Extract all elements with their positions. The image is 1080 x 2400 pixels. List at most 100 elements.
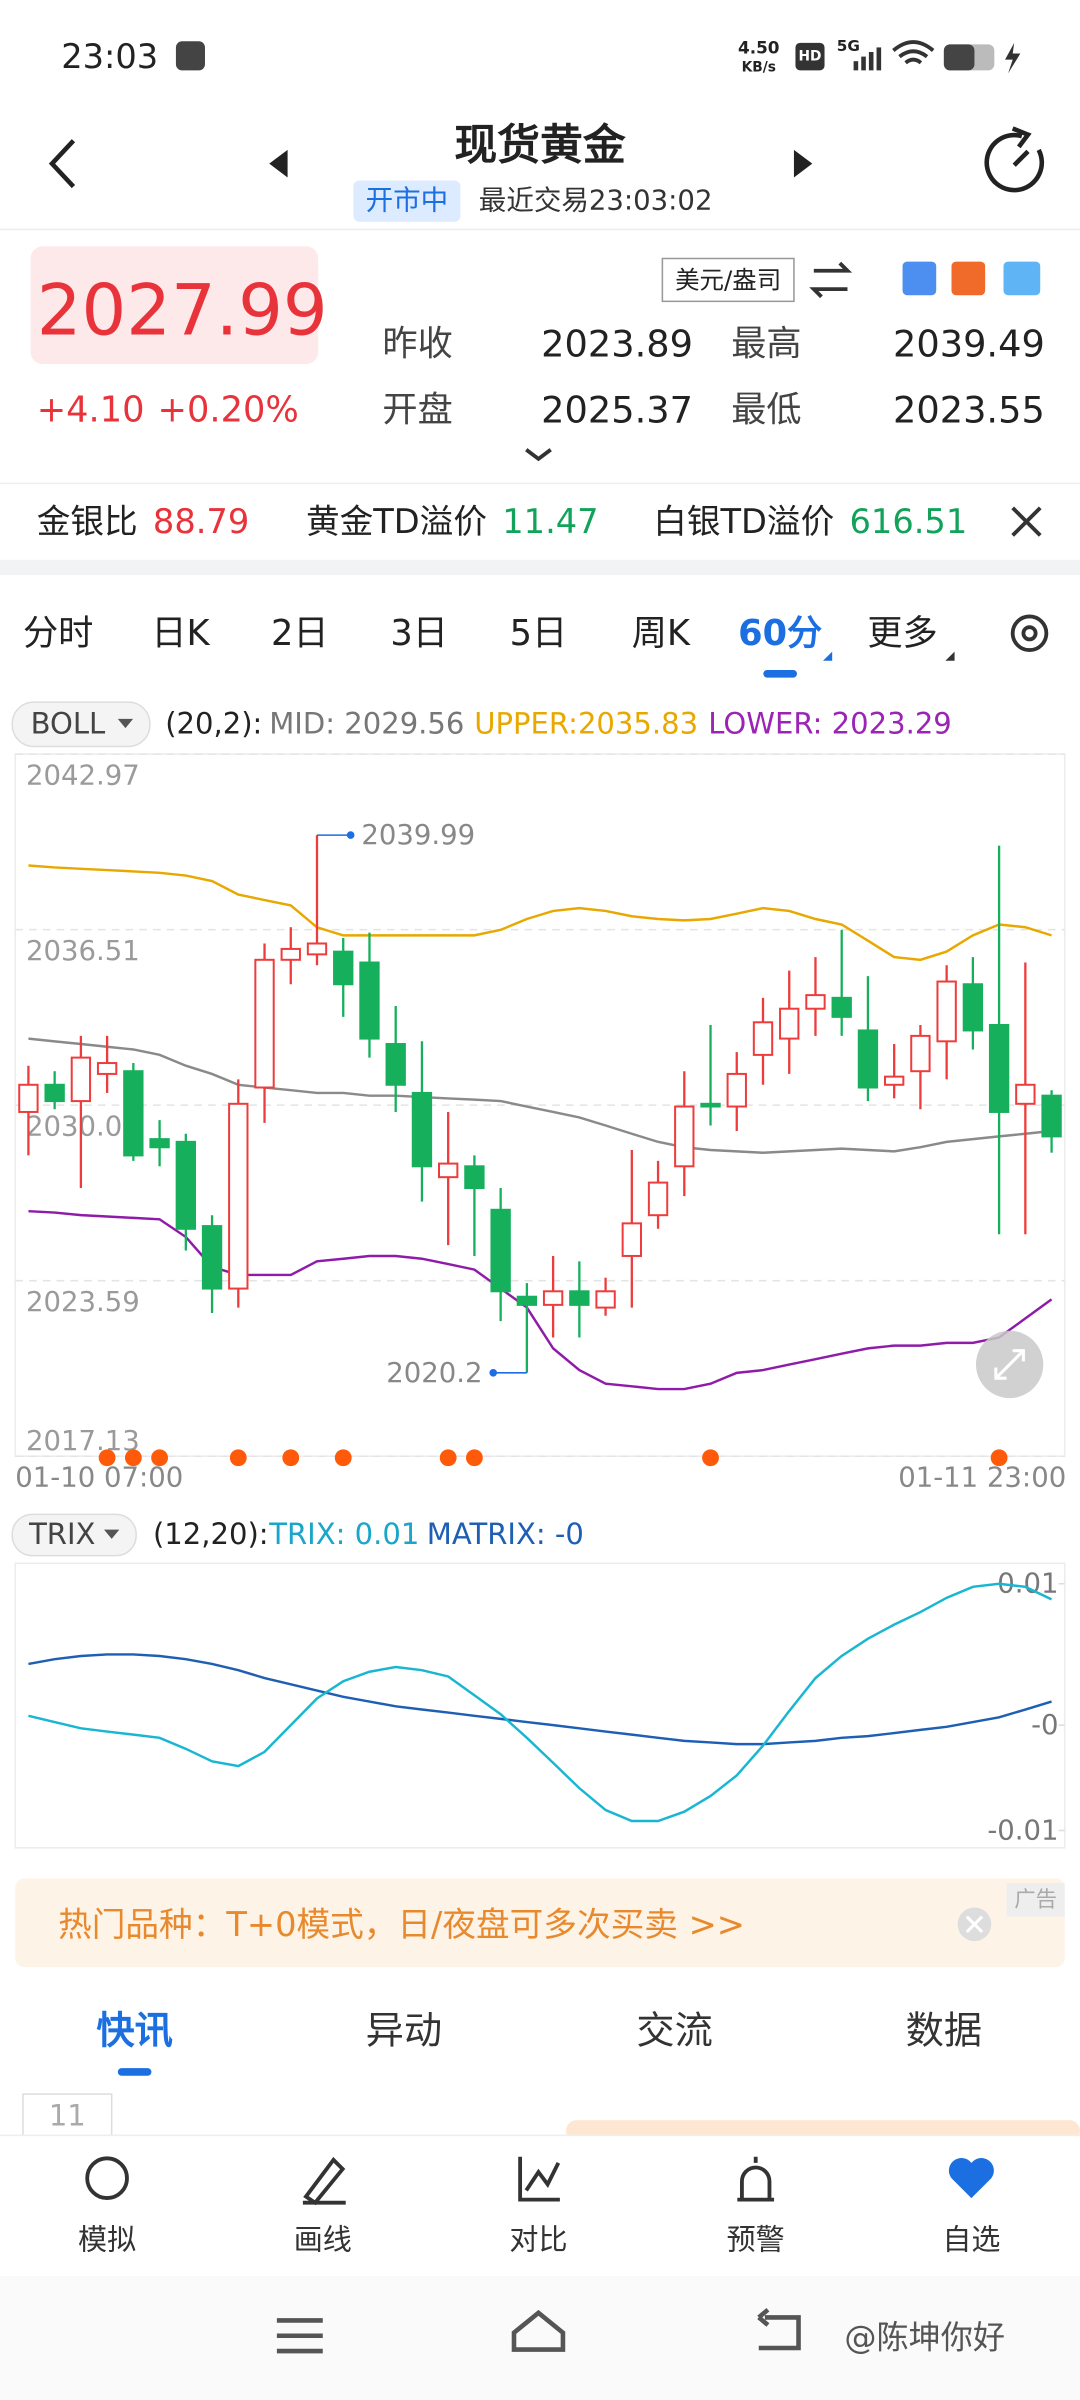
nav-label[interactable]: 模拟 (78, 2222, 136, 2256)
swap-icon[interactable] (809, 261, 853, 299)
ad-text: 热门品种：T+0模式，日/夜盘可多次买卖 >> (58, 1905, 745, 1944)
matrix-label: MATRIX: -0 (427, 1517, 584, 1551)
signal-dot (124, 1449, 142, 1467)
candle-body (936, 980, 957, 1043)
back-button[interactable] (48, 139, 76, 189)
candle-body (201, 1225, 223, 1290)
tool-icon[interactable] (902, 261, 937, 296)
close-ticker[interactable] (1011, 506, 1042, 537)
candle-body (175, 1140, 196, 1230)
tool-icon[interactable] (1003, 261, 1041, 296)
nav-icons (85, 2156, 775, 2206)
news-tab[interactable]: 快讯 (96, 2009, 172, 2053)
home-button[interactable] (511, 2309, 566, 2352)
news-tab[interactable]: 数据 (906, 2009, 982, 2053)
trix-line (28, 1582, 1053, 1823)
ad-tag: 广告 (1014, 1887, 1057, 1912)
period-tab[interactable]: 5日 (510, 613, 568, 654)
candle-body (988, 1024, 1010, 1113)
ticker-label: 白银TD溢价 (653, 502, 834, 541)
expand-toggle[interactable] (525, 448, 552, 462)
period-tab[interactable]: 60分 (738, 613, 822, 654)
candle-body (464, 1165, 485, 1190)
hd-label: HD (799, 49, 822, 65)
candle-body (1041, 1094, 1062, 1138)
next-button[interactable] (793, 149, 813, 178)
candle-body (123, 1070, 144, 1157)
page-title: 现货黄金 (454, 120, 625, 170)
candle-body (962, 983, 984, 1032)
indicator-selector[interactable] (11, 1513, 137, 1557)
nav-label[interactable]: 画线 (294, 2222, 352, 2256)
low-label: 2020.2 (386, 1357, 482, 1389)
prev-button[interactable] (269, 149, 288, 178)
price-box (30, 246, 319, 365)
status-badge (353, 180, 461, 222)
period-tab[interactable]: 日K (151, 613, 210, 654)
stat-value: 2025.37 (541, 388, 693, 431)
ticker-value: 616.51 (850, 502, 968, 541)
signal-bars (853, 47, 882, 71)
last-price: 2027.99 (37, 270, 328, 352)
tool-icon[interactable] (951, 261, 986, 296)
candle-body (884, 1075, 905, 1086)
settings-button[interactable] (1010, 614, 1049, 653)
candle-body (359, 961, 380, 1040)
signal-dot (702, 1449, 719, 1467)
indicator-selector[interactable] (11, 701, 151, 748)
stat-value: 2039.49 (893, 323, 1045, 366)
signal-dot (334, 1449, 352, 1467)
stat-label: 最低 (731, 389, 801, 430)
candle-body (595, 1290, 616, 1309)
price-change: +4.10 (37, 389, 145, 430)
signal-dot (282, 1449, 300, 1467)
x-end-label: 01-11 23:00 (898, 1462, 1066, 1494)
fullscreen-icon (994, 1349, 1025, 1380)
period-tab[interactable]: 分时 (23, 613, 93, 654)
ad-banner[interactable] (15, 1878, 1065, 1968)
ticker-label: 黄金TD溢价 (306, 502, 487, 541)
y-tick-label: -0 (1031, 1709, 1058, 1741)
network-type: 5G (837, 37, 860, 55)
period-tab[interactable]: 2日 (271, 613, 329, 654)
candle-body (96, 1062, 118, 1075)
hd-badge (795, 42, 825, 71)
ticker-label: 金银比 (37, 502, 138, 541)
candle-body (805, 994, 826, 1010)
nav-label[interactable]: 预警 (727, 2222, 785, 2256)
market-status: 开市中 (366, 184, 449, 216)
signal-dot (465, 1449, 483, 1467)
news-date: 11 (49, 2098, 86, 2132)
favorite-icon (948, 2158, 994, 2199)
signal-dot (151, 1449, 169, 1467)
candle-body (18, 1083, 39, 1113)
unit: 美元/盎司 (675, 265, 781, 294)
candle-body (621, 1222, 642, 1257)
news-tab[interactable]: 交流 (636, 2009, 712, 2053)
ad-tag-bg (1006, 1882, 1065, 1917)
high-label: 2039.99 (361, 819, 475, 851)
period-tab[interactable]: 3日 (390, 613, 448, 654)
y-tick-label: 2023.59 (26, 1286, 140, 1318)
nav-label[interactable]: 自选 (942, 2222, 1000, 2256)
candle-body (516, 1295, 538, 1306)
period-tab[interactable]: 周K (632, 613, 691, 654)
indicator-name: TRIX (28, 1517, 95, 1551)
refresh-button[interactable] (984, 126, 1045, 193)
signal-dot (990, 1449, 1008, 1467)
y-tick-label: 2030.05 (26, 1111, 140, 1143)
indicator-name: BOLL (31, 707, 106, 741)
nav-label[interactable]: 对比 (509, 2222, 567, 2256)
unit-box[interactable] (661, 257, 795, 303)
back-nav-button[interactable] (757, 2307, 801, 2351)
y-tick-label: 2017.13 (26, 1425, 140, 1457)
boll-lower (28, 1209, 1053, 1391)
stat-label: 开盘 (382, 389, 452, 430)
news-tab[interactable]: 异动 (366, 2009, 442, 2053)
menu-button[interactable] (276, 2318, 323, 2354)
period-tab[interactable]: 更多 (867, 613, 937, 654)
stat-value: 2023.89 (541, 323, 693, 366)
candle-body (228, 1102, 249, 1290)
